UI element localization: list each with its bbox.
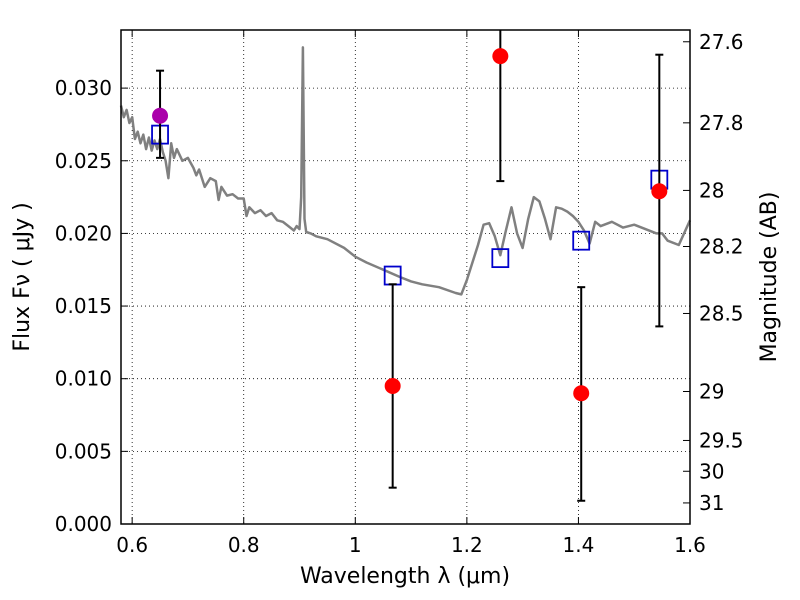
- y-tick-label: 0.000: [55, 512, 112, 536]
- y-axis-label: Flux Fν ( μJy ): [10, 202, 35, 351]
- y-tick-label: 0.025: [55, 149, 112, 173]
- y-tick-label: 0.005: [55, 439, 112, 463]
- observed-point: [651, 183, 668, 200]
- y-tick-label: 0.010: [55, 367, 112, 391]
- y-tick-label: 0.030: [55, 76, 112, 100]
- model-spectrum-line: [119, 46, 692, 296]
- y2-tick-label: 27.6: [699, 30, 744, 54]
- y2-tick-label: 27.8: [699, 111, 744, 135]
- grid-lines: [121, 30, 691, 525]
- x-tick-label: 1.6: [674, 533, 706, 557]
- y-tick-label: 0.020: [55, 221, 112, 245]
- observed-point: [492, 48, 509, 65]
- observed-flux-points: [152, 48, 668, 402]
- x-tick-label: 0.6: [116, 533, 148, 557]
- observed-point: [384, 377, 401, 394]
- model-photometry-points: [151, 124, 669, 286]
- y-tick-label: 0.015: [55, 294, 112, 318]
- y-axis-ticks: 0.000 0.005 0.010 0.015 0.020 0.025 0.030: [55, 76, 128, 536]
- y2-axis-label: Magnitude (AB): [757, 192, 782, 363]
- y2-tick-label: 30: [699, 459, 724, 483]
- y2-tick-label: 28.2: [699, 234, 744, 258]
- observed-point: [152, 107, 169, 124]
- observed-point: [573, 385, 590, 402]
- plot-frame: [120, 29, 691, 525]
- y2-tick-label: 28.5: [699, 301, 744, 325]
- y2-axis-ticks: 27.6 27.8 28 28.2 28.5 29 29.5 30 31: [683, 30, 744, 515]
- x-tick-label: 1.2: [451, 533, 483, 557]
- x-tick-label: 0.8: [228, 533, 260, 557]
- x-tick-label: 1.4: [563, 533, 595, 557]
- x-axis-label: Wavelength λ (μm): [300, 564, 510, 589]
- x-tick-label: 1: [349, 533, 362, 557]
- y2-tick-label: 28: [699, 178, 724, 202]
- spectrum-path: [119, 46, 692, 296]
- y2-tick-label: 29: [699, 379, 724, 403]
- model-point-square: [491, 248, 510, 269]
- y2-tick-label: 31: [699, 491, 724, 515]
- y2-tick-label: 29.5: [699, 428, 744, 452]
- model-point-square: [572, 230, 591, 251]
- error-bars: [156, 30, 664, 502]
- x-axis-ticks: 0.6 0.8 1 1.2 1.4 1.6: [116, 30, 706, 557]
